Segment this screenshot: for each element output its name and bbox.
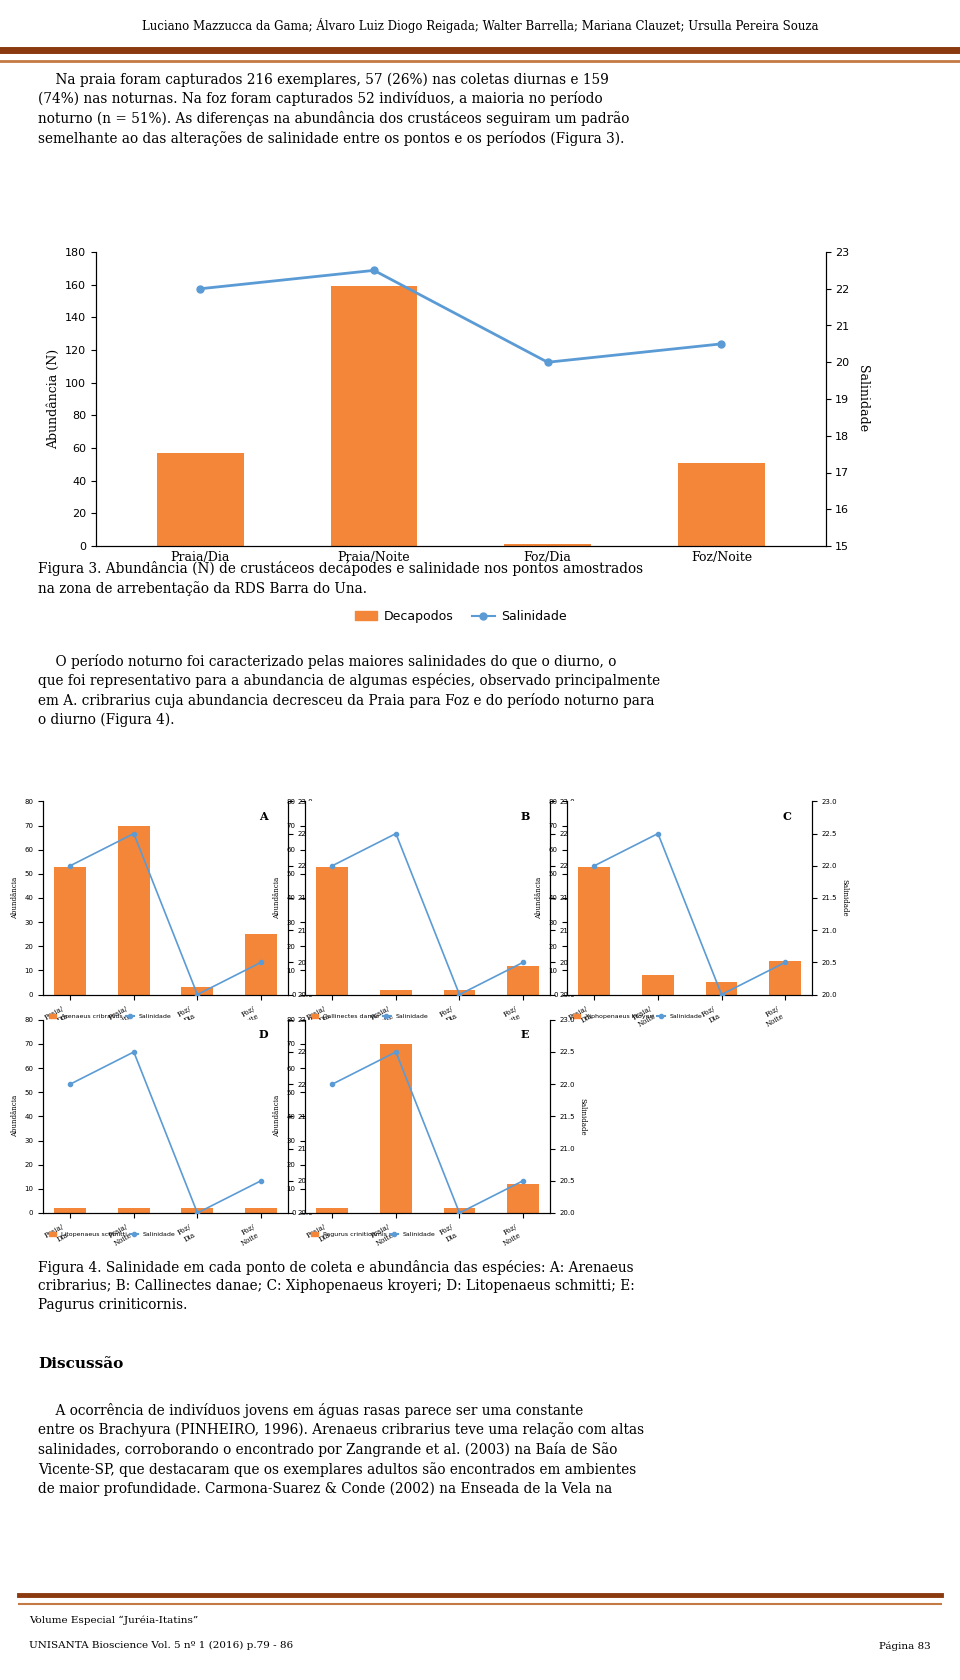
- Text: C: C: [782, 811, 792, 822]
- Bar: [245, 1208, 276, 1213]
- Y-axis label: Abundância: Abundância: [535, 877, 543, 919]
- Y-axis label: Salinidade: Salinidade: [317, 879, 324, 917]
- Bar: [444, 990, 475, 995]
- Bar: [55, 867, 86, 995]
- Legend: Pagurus criniticornis, Salinidade: Pagurus criniticornis, Salinidade: [308, 1230, 438, 1240]
- Text: Página 83: Página 83: [879, 1641, 931, 1651]
- Bar: [118, 825, 150, 995]
- Bar: [245, 934, 276, 995]
- Y-axis label: Abundância (N): Abundância (N): [47, 349, 60, 449]
- Bar: [579, 867, 611, 995]
- Bar: [317, 1208, 348, 1213]
- Bar: [507, 966, 539, 995]
- Text: Figura 4. Salinidade em cada ponto de coleta e abundância das espécies: A: Arena: Figura 4. Salinidade em cada ponto de co…: [38, 1260, 636, 1312]
- Text: B: B: [520, 811, 530, 822]
- Bar: [317, 867, 348, 995]
- Text: Discussão: Discussão: [38, 1357, 124, 1371]
- Bar: [156, 454, 244, 546]
- Text: Luciano Mazzucca da Gama; Álvaro Luiz Diogo Reigada; Walter Barrella; Mariana Cl: Luciano Mazzucca da Gama; Álvaro Luiz Di…: [142, 18, 818, 34]
- Bar: [678, 462, 765, 546]
- Legend: Litopenaeus schmitti, Salinidade: Litopenaeus schmitti, Salinidade: [46, 1230, 178, 1240]
- Legend: Decapodos, Salinidade: Decapodos, Salinidade: [350, 605, 571, 628]
- Text: Volume Especial “Juréia-Itatins”: Volume Especial “Juréia-Itatins”: [29, 1616, 198, 1625]
- Text: A ocorrência de indivíduos jovens em águas rasas parece ser uma constante
entre : A ocorrência de indivíduos jovens em águ…: [38, 1403, 644, 1495]
- Y-axis label: Abundância: Abundância: [11, 877, 19, 919]
- Y-axis label: Salinidade: Salinidade: [841, 879, 849, 917]
- Bar: [444, 1208, 475, 1213]
- Text: E: E: [520, 1030, 529, 1040]
- Text: Na praia foram capturados 216 exemplares, 57 (26%) nas coletas diurnas e 159
(74: Na praia foram capturados 216 exemplares…: [38, 72, 630, 146]
- Text: D: D: [258, 1030, 268, 1040]
- Bar: [55, 1208, 86, 1213]
- Y-axis label: Abundância: Abundância: [273, 877, 281, 919]
- Text: Figura 3. Abundância (N) de crustáceos decápodes e salinidade nos pontos amostra: Figura 3. Abundância (N) de crustáceos d…: [38, 561, 643, 596]
- Y-axis label: Salinidade: Salinidade: [317, 1097, 324, 1136]
- Text: O período noturno foi caracterizado pelas maiores salinidades do que o diurno, o: O período noturno foi caracterizado pela…: [38, 654, 660, 727]
- Bar: [181, 1208, 213, 1213]
- Bar: [642, 974, 674, 995]
- Y-axis label: Abundância: Abundância: [273, 1095, 281, 1137]
- Bar: [769, 961, 801, 995]
- Bar: [706, 983, 737, 995]
- Bar: [181, 988, 213, 995]
- Text: A: A: [258, 811, 267, 822]
- Y-axis label: Salinidade: Salinidade: [579, 879, 587, 917]
- Bar: [380, 990, 412, 995]
- Text: UNISANTA Bioscience Vol. 5 nº 1 (2016) p.79 - 86: UNISANTA Bioscience Vol. 5 nº 1 (2016) p…: [29, 1641, 293, 1650]
- Bar: [380, 1043, 412, 1213]
- Bar: [118, 1208, 150, 1213]
- Legend: Arenaeus cribrarius, Salinidade: Arenaeus cribrarius, Salinidade: [46, 1011, 174, 1021]
- Y-axis label: Salinidade: Salinidade: [856, 366, 869, 432]
- Y-axis label: Salinidade: Salinidade: [579, 1097, 587, 1136]
- Bar: [507, 1184, 539, 1213]
- Y-axis label: Abundância: Abundância: [11, 1095, 19, 1137]
- Bar: [330, 286, 418, 546]
- Legend: Xiphopenaeus kroyeri, Salinidade: Xiphopenaeus kroyeri, Salinidade: [570, 1011, 706, 1021]
- Legend: Callinectes danae, Salinidade: Callinectes danae, Salinidade: [308, 1011, 430, 1021]
